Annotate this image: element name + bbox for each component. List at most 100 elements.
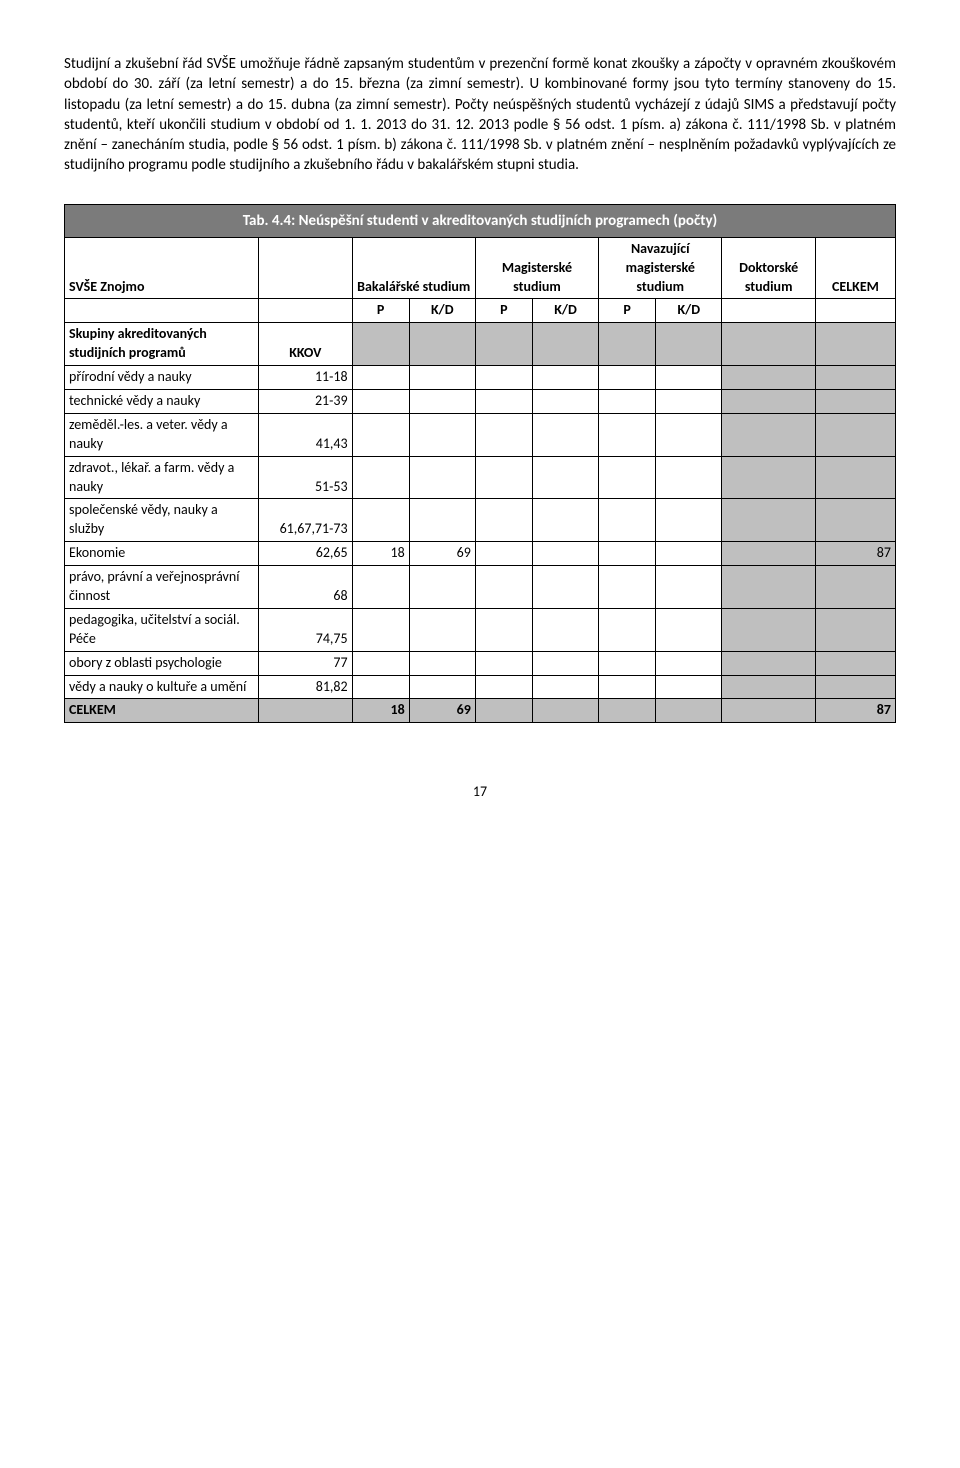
cell: [352, 366, 409, 390]
cell: [599, 366, 656, 390]
hdr-kd3: K/D: [656, 299, 722, 323]
cell: [532, 651, 598, 675]
cell: [475, 542, 532, 566]
cell: [656, 566, 722, 609]
cell: [409, 456, 475, 499]
cell: [532, 366, 598, 390]
cell: [599, 675, 656, 699]
row-name: právo, právní a veřejnosprávní činnost: [65, 566, 259, 609]
cell: [475, 366, 532, 390]
table-row: Ekonomie 62,65 18 69 87: [65, 542, 896, 566]
cell: [815, 675, 895, 699]
row-kkov: 62,65: [259, 542, 353, 566]
cell: [532, 675, 598, 699]
cell: [475, 413, 532, 456]
cell: [409, 675, 475, 699]
cell: [599, 499, 656, 542]
cell: [722, 542, 816, 566]
cell: [475, 651, 532, 675]
cell: [599, 389, 656, 413]
row-kkov: 77: [259, 651, 353, 675]
cell: [599, 699, 656, 723]
hdr-blank4: [722, 299, 816, 323]
cell: [352, 323, 409, 366]
col-doktorske: Doktorské studium: [722, 237, 816, 299]
cell: [409, 323, 475, 366]
cell: [599, 323, 656, 366]
cell: [656, 366, 722, 390]
row-kkov: 81,82: [259, 675, 353, 699]
cell: [722, 608, 816, 651]
table-row: technické vědy a nauky 21-39: [65, 389, 896, 413]
cell: [409, 608, 475, 651]
cell: [599, 651, 656, 675]
cell: [475, 389, 532, 413]
cell: [352, 413, 409, 456]
total-bak-kd: 69: [409, 699, 475, 723]
cell: [352, 608, 409, 651]
org-cell: SVŠE Znojmo: [65, 237, 259, 299]
cell: [656, 542, 722, 566]
cell: [815, 456, 895, 499]
cell: [656, 651, 722, 675]
col-bakalarske: Bakalářské studium: [352, 237, 475, 299]
row-name: obory z oblasti psychologie: [65, 651, 259, 675]
page-number: 17: [64, 783, 896, 802]
col-celkem: CELKEM: [815, 237, 895, 299]
cell: [599, 566, 656, 609]
cell: [722, 499, 816, 542]
row-name: pedagogika, učitelství a sociál. Péče: [65, 608, 259, 651]
cell: [815, 389, 895, 413]
row-name: přírodní vědy a nauky: [65, 366, 259, 390]
row-name: zeměděl.-les. a veter. vědy a nauky: [65, 413, 259, 456]
cell: [815, 651, 895, 675]
kkov-label: KKOV: [259, 323, 353, 366]
cell: [656, 323, 722, 366]
cell-bak-kd: 69: [409, 542, 475, 566]
cell: [409, 413, 475, 456]
table-row: vědy a nauky o kultuře a umění 81,82: [65, 675, 896, 699]
cell: [532, 323, 598, 366]
total-row: CELKEM 18 69 87: [65, 699, 896, 723]
row-kkov: 21-39: [259, 389, 353, 413]
cell: [475, 566, 532, 609]
total-label: CELKEM: [65, 699, 259, 723]
cell: [475, 608, 532, 651]
row-kkov: 51-53: [259, 456, 353, 499]
cell-bak-p: 18: [352, 542, 409, 566]
cell: [409, 389, 475, 413]
cell: [656, 499, 722, 542]
cell: [599, 456, 656, 499]
cell: [722, 413, 816, 456]
row-name: společenské vědy, nauky a služby: [65, 499, 259, 542]
hdr-p2: P: [475, 299, 532, 323]
cell: [475, 499, 532, 542]
cell: [352, 675, 409, 699]
cell: [352, 566, 409, 609]
table-title: Tab. 4.4: Neúspěšní studenti v akreditov…: [65, 204, 896, 237]
cell: [722, 699, 816, 723]
table-row: zdravot., lékař. a farm. vědy a nauky 51…: [65, 456, 896, 499]
group-label: Skupiny akreditovaných studijních progra…: [65, 323, 259, 366]
cell: [532, 413, 598, 456]
cell: [352, 389, 409, 413]
cell: [656, 456, 722, 499]
cell: [409, 566, 475, 609]
cell: [352, 651, 409, 675]
cell: [532, 456, 598, 499]
cell: [656, 699, 722, 723]
cell: [475, 699, 532, 723]
table-row: zeměděl.-les. a veter. vědy a nauky 41,4…: [65, 413, 896, 456]
table-row: obory z oblasti psychologie 77: [65, 651, 896, 675]
total-bak-p: 18: [352, 699, 409, 723]
cell: [599, 608, 656, 651]
row-kkov: 74,75: [259, 608, 353, 651]
cell: [722, 366, 816, 390]
cell: [409, 366, 475, 390]
cell: [599, 413, 656, 456]
cell: [532, 499, 598, 542]
row-name: technické vědy a nauky: [65, 389, 259, 413]
intro-paragraph: Studijní a zkušební řád SVŠE umožňuje řá…: [64, 54, 896, 176]
row-name: vědy a nauky o kultuře a umění: [65, 675, 259, 699]
cell: [815, 366, 895, 390]
